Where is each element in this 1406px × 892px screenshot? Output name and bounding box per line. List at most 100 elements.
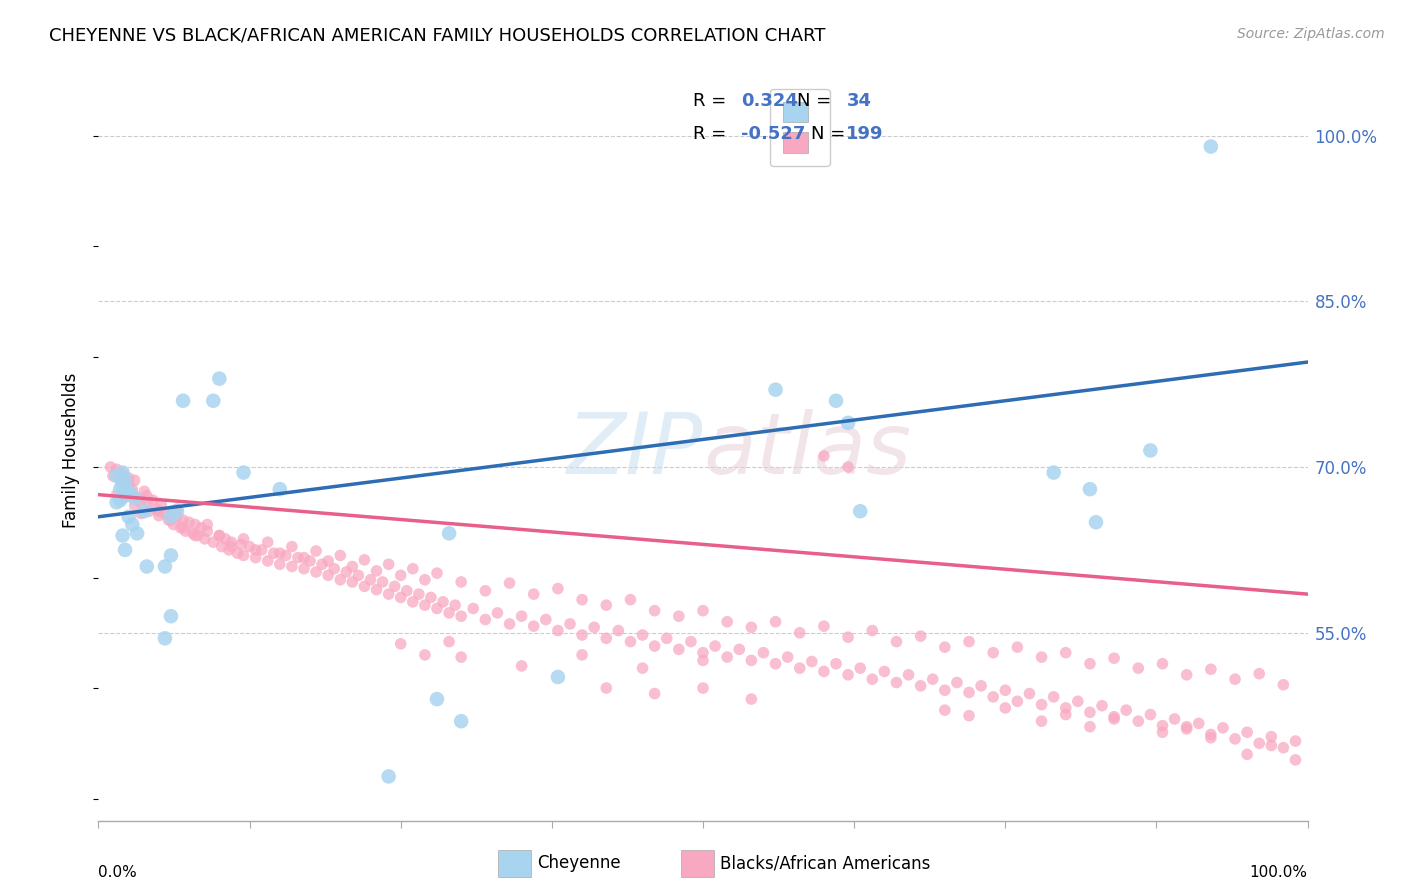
Point <box>789 625 811 640</box>
Point <box>886 675 908 690</box>
Point <box>160 509 183 524</box>
Point <box>631 661 654 675</box>
Point <box>1260 739 1282 753</box>
Point <box>1007 640 1029 655</box>
Point <box>981 646 1004 660</box>
Point <box>813 665 835 679</box>
Point <box>389 568 412 582</box>
Text: atlas: atlas <box>703 409 911 492</box>
Point <box>263 546 285 560</box>
Point <box>377 769 399 783</box>
Point <box>474 583 496 598</box>
Point <box>211 540 233 554</box>
Point <box>187 528 209 542</box>
Point <box>121 486 143 500</box>
Point <box>316 554 339 568</box>
Point <box>420 591 443 605</box>
Point <box>292 550 315 565</box>
Point <box>105 488 128 502</box>
Point <box>129 507 152 521</box>
Point <box>825 393 848 408</box>
Point <box>323 562 346 576</box>
Text: N =: N = <box>797 92 844 110</box>
Text: Cheyenne: Cheyenne <box>537 855 620 872</box>
Point <box>413 648 436 662</box>
Point <box>655 632 678 646</box>
Point <box>450 609 472 624</box>
Point <box>1128 661 1150 675</box>
Point <box>111 466 134 480</box>
Point <box>1031 698 1053 712</box>
Point <box>292 562 315 576</box>
Point <box>1152 657 1174 671</box>
Text: CHEYENNE VS BLACK/AFRICAN AMERICAN FAMILY HOUSEHOLDS CORRELATION CHART: CHEYENNE VS BLACK/AFRICAN AMERICAN FAMIL… <box>49 27 825 45</box>
Point <box>595 681 617 695</box>
Point <box>1078 482 1101 496</box>
Point <box>957 708 980 723</box>
Point <box>1152 725 1174 739</box>
Point <box>179 516 201 530</box>
Point <box>1188 716 1211 731</box>
Point <box>166 502 188 516</box>
Point <box>195 517 218 532</box>
Point <box>510 659 533 673</box>
Point <box>426 566 449 581</box>
Point <box>837 630 859 644</box>
Point <box>127 526 149 541</box>
Point <box>245 550 267 565</box>
Point <box>910 629 932 643</box>
Point <box>679 634 702 648</box>
Point <box>716 615 738 629</box>
Point <box>1042 466 1064 480</box>
Point <box>162 517 184 532</box>
Text: 199: 199 <box>846 125 884 143</box>
Point <box>111 484 134 499</box>
Point <box>1236 747 1258 762</box>
Point <box>389 637 412 651</box>
Point <box>114 480 136 494</box>
Point <box>184 517 207 532</box>
Point <box>644 639 666 653</box>
Point <box>118 484 141 499</box>
Point <box>946 675 969 690</box>
Point <box>194 532 217 546</box>
Point <box>124 491 146 505</box>
Point <box>860 624 883 638</box>
Point <box>886 634 908 648</box>
Point <box>111 467 134 481</box>
Point <box>1199 731 1222 745</box>
Point <box>837 460 859 475</box>
Point <box>145 502 167 516</box>
Point <box>1102 651 1125 665</box>
Point <box>692 681 714 695</box>
Point <box>813 449 835 463</box>
Text: 100.0%: 100.0% <box>1250 865 1308 880</box>
Text: 0.324: 0.324 <box>741 92 797 110</box>
Point <box>172 393 194 408</box>
Point <box>619 592 641 607</box>
Point <box>1223 672 1246 686</box>
Point <box>269 482 291 496</box>
Point <box>172 513 194 527</box>
Point <box>825 657 848 671</box>
Point <box>202 393 225 408</box>
Point <box>160 609 183 624</box>
Point <box>1199 139 1222 153</box>
Point <box>765 383 787 397</box>
Point <box>135 495 157 509</box>
Point <box>150 498 173 512</box>
Point <box>101 468 124 483</box>
Point <box>232 549 254 563</box>
Point <box>981 690 1004 704</box>
Point <box>1018 687 1040 701</box>
Point <box>1102 710 1125 724</box>
Point <box>1139 443 1161 458</box>
Point <box>256 554 278 568</box>
Point <box>1260 730 1282 744</box>
Point <box>486 606 509 620</box>
Point <box>360 573 382 587</box>
Point <box>860 672 883 686</box>
Point <box>728 642 751 657</box>
Point <box>353 579 375 593</box>
Point <box>463 601 485 615</box>
